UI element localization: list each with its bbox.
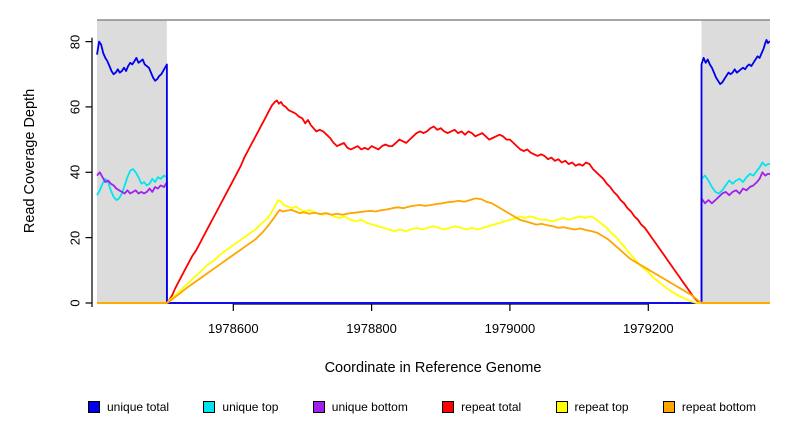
legend: unique total unique top unique bottom repea…: [88, 400, 756, 414]
legend-item: repeat total: [442, 400, 521, 414]
x-tick-label: 1978800: [346, 321, 397, 336]
series-repeat-top: [97, 199, 770, 304]
x-tick-label: 1979200: [622, 321, 674, 336]
series-repeat-total: [97, 99, 770, 304]
legend-swatch-icon: [442, 401, 455, 413]
y-axis-title: Read Coverage Depth: [22, 88, 38, 234]
legend-swatch-icon: [555, 401, 568, 413]
legend-swatch-icon: [662, 401, 675, 413]
legend-label: unique top: [222, 400, 279, 414]
y-tick-label: 40: [67, 165, 83, 180]
series-unique-bottom: [96, 171, 770, 304]
legend-label: unique bottom: [331, 400, 408, 414]
x-tick-label: 1979000: [484, 321, 536, 336]
legend-item: unique total: [88, 400, 169, 414]
legend-swatch-icon: [88, 401, 100, 413]
series-repeat-bottom: [97, 197, 770, 304]
x-tick-label: 1978600: [207, 321, 259, 336]
x-axis-title: Coordinate in Reference Genome: [324, 360, 542, 376]
legend-item: repeat top: [555, 400, 629, 414]
y-tick-label: 20: [67, 230, 83, 245]
masked-region: [97, 20, 167, 303]
legend-item: unique top: [203, 400, 278, 414]
legend-item: unique bottom: [312, 400, 408, 414]
legend-label: unique total: [107, 400, 170, 414]
y-tick-label: 80: [67, 34, 83, 49]
y-tick-label: 0: [67, 299, 83, 307]
legend-label: repeat top: [574, 400, 629, 414]
legend-label: repeat bottom: [681, 400, 756, 414]
series-unique-top: [96, 161, 770, 304]
legend-item: repeat bottom: [662, 400, 756, 414]
legend-swatch-icon: [312, 401, 325, 413]
legend-swatch-icon: [203, 401, 216, 413]
masked-region: [701, 20, 770, 303]
y-tick-label: 60: [67, 99, 83, 115]
legend-label: repeat total: [461, 400, 522, 414]
series-unique-total: [96, 39, 771, 304]
